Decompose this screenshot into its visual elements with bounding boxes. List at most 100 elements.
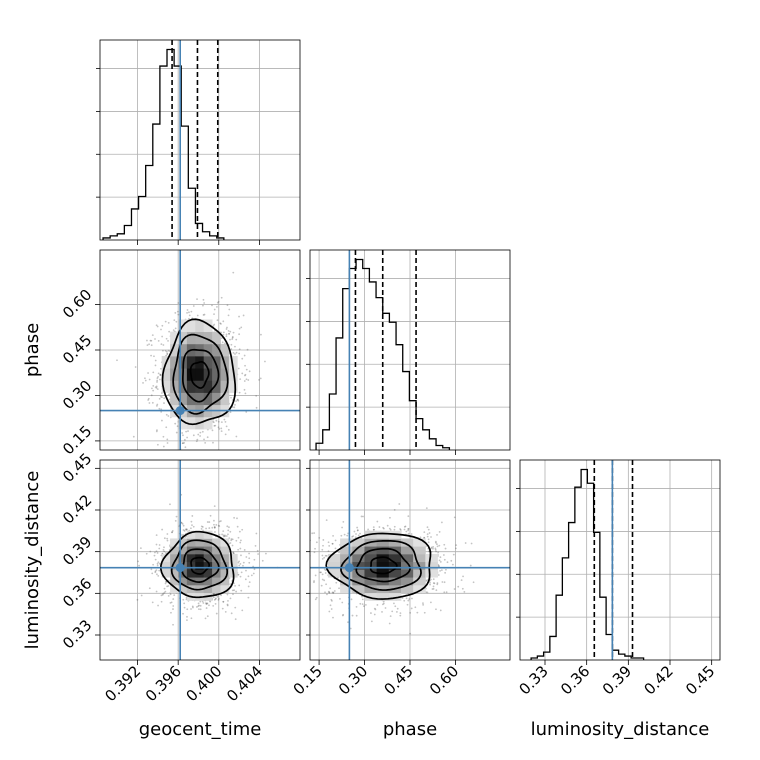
scatter-point [364,604,367,606]
scatter-point [164,320,167,323]
scatter-point [226,593,229,596]
scatter-point [176,425,179,428]
scatter-point [232,331,235,334]
density-cell [364,577,378,586]
scatter-point [407,529,410,532]
scatter-point [203,313,206,316]
scatter-point [313,551,316,554]
scatter-point [398,503,401,505]
scatter-point [173,319,176,322]
scatter-point [462,575,464,578]
ytick-label-luminosity_distance-0: 0.33 [59,616,95,652]
scatter-point [393,508,396,511]
density-cell [178,553,188,563]
density-cell [203,553,213,563]
scatter-point [245,378,248,381]
density-cell [364,569,378,578]
scatter-point [332,592,335,594]
scatter-point [158,397,161,400]
scatter-point [440,521,443,524]
scatter-point [161,593,164,596]
scatter-point [403,599,406,602]
density-cell [425,561,438,570]
scatter-point [186,311,188,314]
scatter-point [212,604,215,607]
scatter-point [247,596,250,599]
scatter-point [314,547,316,550]
scatter-point [280,545,282,547]
scatter-point [315,541,318,544]
scatter-point [163,587,166,590]
scatter-point [142,382,144,384]
scatter-point [322,539,325,541]
scatter-point [405,530,408,533]
density-cell [220,561,230,570]
scatter-point [238,327,241,330]
scatter-point [361,598,364,601]
scatter-point [170,601,173,604]
density-cell [340,569,353,578]
density-cell [178,416,188,430]
scatter-point [154,551,156,554]
scatter-point [168,330,171,333]
scatter-point [388,622,391,625]
scatter-point [231,336,234,339]
density-cell [413,584,426,594]
scatter-point [323,556,326,559]
scatter-point [335,581,338,584]
scatter-point [215,452,217,454]
scatter-point [220,430,223,432]
density-cell [161,553,171,563]
scatter-point [155,569,158,572]
scatter-point [182,524,185,527]
scatter-point [228,332,230,335]
scatter-point [446,561,449,564]
scatter-point [426,535,429,538]
scatter-point [227,314,230,317]
ytick-label-phase-3: 0.60 [59,286,95,322]
scatter-point [154,364,157,367]
scatter-point [213,424,216,427]
scatter-point [327,550,330,553]
density-cell [203,331,213,345]
scatter-point [407,528,410,530]
scatter-point [146,339,148,342]
ytick-label-phase-2: 0.45 [59,331,95,367]
scatter-point [221,341,224,344]
scatter-point [186,309,189,311]
scatter-point [155,534,158,537]
scatter-point [382,526,384,529]
scatter-point [158,562,161,565]
scatter-point [432,585,435,588]
density-cell [203,380,213,393]
scatter-point [343,533,346,536]
density-cell [212,561,221,570]
scatter-point [405,597,408,600]
scatter-point [213,526,216,529]
contour-1-3 [160,530,235,599]
density-cell [400,561,414,570]
scatter-point [281,573,283,575]
scatter-point [205,602,207,605]
scatter-point [170,611,172,614]
scatter-point [214,598,217,601]
scatter-point [238,530,241,533]
scatter-point [183,438,186,441]
scatter-point [434,547,437,550]
contour-0-1 [181,348,220,403]
scatter-point [159,373,162,376]
scatter-point [154,571,157,574]
scatter-point [436,533,438,536]
density-cell [186,416,196,430]
scatter-point [222,331,225,334]
scatter-point [255,532,258,535]
scatter-point [389,529,392,531]
ytick-label-phase-0: 0.15 [59,422,95,458]
scatter-point [244,392,247,395]
xtick-label-phase-2: 0.45 [380,662,416,698]
scatter-point [175,320,178,323]
scatter-point [416,611,419,614]
scatter-point [445,591,448,594]
scatter-point [410,533,413,535]
scatter-point [235,338,238,341]
